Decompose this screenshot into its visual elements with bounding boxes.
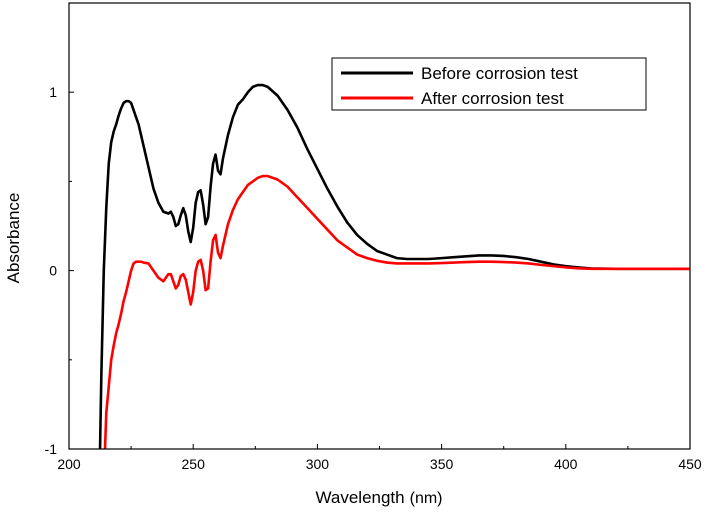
- y-tick-label: 1: [49, 84, 57, 100]
- series-line-1: [103, 174, 690, 449]
- legend: Before corrosion test After corrosion te…: [331, 57, 647, 111]
- y-axis-title: Absorbance: [4, 193, 23, 284]
- y-tick-label: 0: [49, 263, 57, 279]
- x-tick-label: 450: [678, 456, 702, 472]
- x-axis-title: Wavelength (nm): [315, 488, 442, 507]
- y-axis: -1 0 1: [45, 84, 74, 457]
- y-tick-label: -1: [45, 441, 58, 457]
- x-tick-label: 200: [57, 456, 81, 472]
- x-axis-title-unit: (nm): [410, 490, 443, 507]
- x-tick-label: 400: [554, 456, 578, 472]
- x-tick-label: 250: [182, 456, 206, 472]
- legend-label-before: Before corrosion test: [421, 64, 578, 83]
- x-axis: 200 250 300 350 400 450: [57, 444, 702, 472]
- legend-label-after: After corrosion test: [421, 89, 564, 108]
- x-tick-label: 300: [306, 456, 330, 472]
- x-axis-title-text: Wavelength: [315, 488, 404, 507]
- series-line-0: [98, 83, 690, 449]
- x-tick-label: 350: [430, 456, 454, 472]
- legend-box: [331, 57, 647, 111]
- series-layer: [98, 83, 690, 449]
